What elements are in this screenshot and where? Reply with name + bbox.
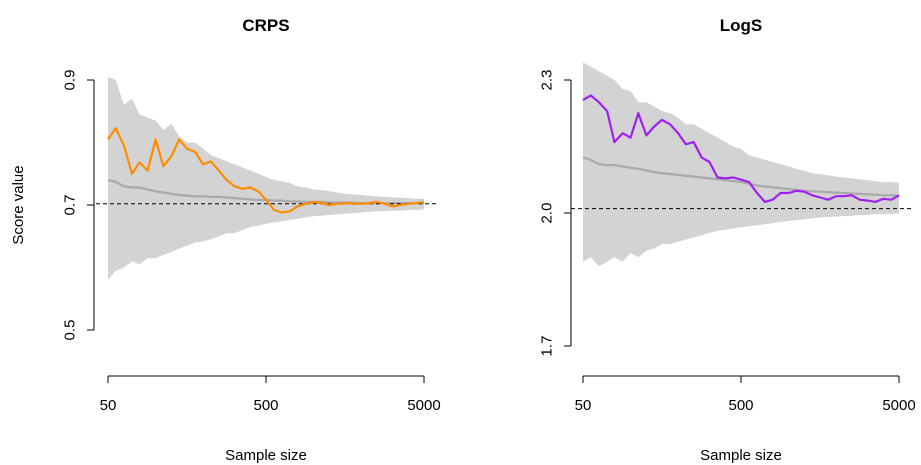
x-axis-label: Sample size bbox=[225, 447, 307, 464]
score-line bbox=[107, 127, 425, 214]
x-tick-label: 500 bbox=[728, 397, 753, 414]
y-tick-label: 2.3 bbox=[539, 70, 556, 91]
plot-area: 50 500 5000 0.5 0.7 0.9 bbox=[62, 70, 441, 414]
y-tick-label: 2.0 bbox=[539, 203, 556, 224]
y-tick-label: 0.7 bbox=[62, 195, 79, 216]
y-axis-label: Score value bbox=[10, 165, 27, 244]
y-tick-label: 0.5 bbox=[62, 320, 79, 341]
x-axis-label: Sample size bbox=[700, 447, 782, 464]
confidence-band bbox=[108, 76, 424, 281]
y-tick-label: 0.9 bbox=[62, 70, 79, 91]
y-tick-label: 1.7 bbox=[539, 336, 556, 357]
crps-panel: CRPS 50 500 5000 0.5 0.7 0.9 Sample size Scor… bbox=[10, 16, 441, 464]
chart-title: LogS bbox=[720, 16, 763, 35]
x-tick-label: 50 bbox=[575, 397, 592, 414]
confidence-band bbox=[583, 62, 899, 267]
chart-title: CRPS bbox=[242, 16, 289, 35]
x-tick-label: 500 bbox=[253, 397, 278, 414]
logs-panel: LogS 50 500 5000 1.7 2.0 2.3 Sample size bbox=[539, 16, 916, 464]
x-tick-label: 5000 bbox=[407, 397, 440, 414]
score-line bbox=[582, 94, 900, 203]
x-tick-label: 5000 bbox=[882, 397, 915, 414]
mean-line bbox=[582, 156, 900, 197]
plot-area: 50 500 5000 1.7 2.0 2.3 bbox=[539, 62, 916, 414]
x-tick-label: 50 bbox=[100, 397, 117, 414]
